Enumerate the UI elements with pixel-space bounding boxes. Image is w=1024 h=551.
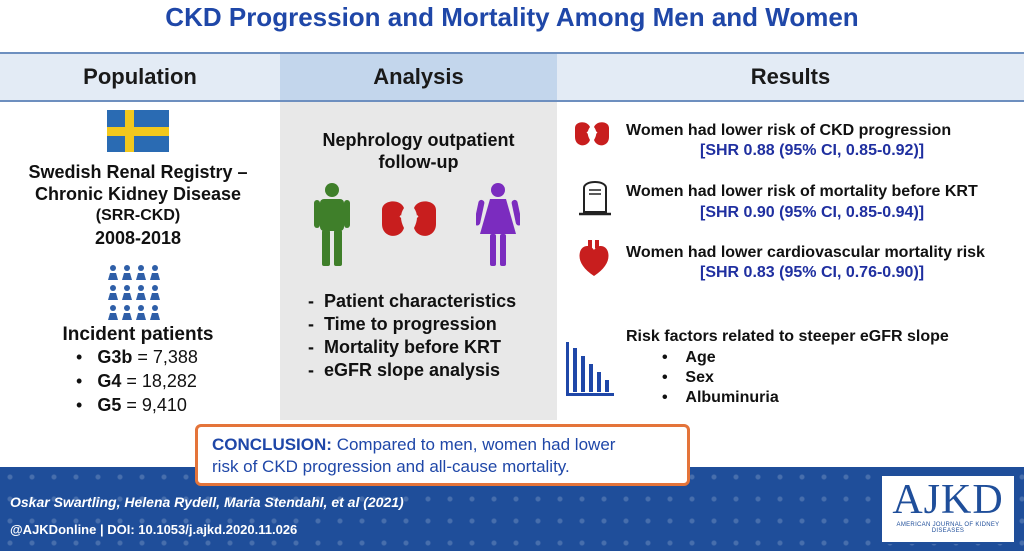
stage-name: G4	[97, 371, 122, 391]
ajkd-logo: AJKD AMERICAN JOURNAL OF KIDNEY DISEASES	[880, 474, 1016, 544]
result-3-text: Women had lower cardiovascular mortality…	[626, 244, 985, 261]
result-1-text: Women had lower risk of CKD progression	[626, 122, 952, 139]
stage-row-g5: • G5 = 9,410	[76, 395, 187, 415]
authors-citation: Oskar Swartling, Helena Rydell, Maria St…	[10, 494, 404, 510]
analysis-list: - Patient characteristics - Time to prog…	[308, 290, 516, 382]
analysis-item-text: eGFR slope analysis	[324, 360, 501, 380]
stage-count: = 9,410	[126, 395, 187, 415]
analysis-item-text: Mortality before KRT	[324, 337, 502, 357]
kidneys-icon	[575, 122, 609, 151]
conclusion-text-line2: risk of CKD progression and all-cause mo…	[212, 457, 570, 476]
results-header: Results	[750, 64, 831, 89]
stage-count: = 7,388	[137, 347, 198, 367]
analysis-item: - Patient characteristics	[308, 291, 517, 311]
page-title: CKD Progression and Mortality Among Men …	[165, 2, 859, 32]
female-figure-icon	[476, 183, 520, 266]
population-header: Population	[83, 64, 197, 89]
tombstone-icon	[579, 181, 611, 216]
risk-factor-item: • Age	[662, 349, 716, 366]
result-1-ci: [SHR 0.88 (95% CI, 0.85-0.92)]	[700, 142, 925, 159]
analysis-item-text: Time to progression	[324, 314, 497, 334]
risk-factor-list: • Age • Sex • Albuminuria	[662, 348, 779, 408]
analysis-header: Analysis	[373, 64, 464, 89]
registry-abbrev: (SRR-CKD)	[95, 207, 181, 224]
heart-icon	[579, 240, 609, 276]
stage-name: G3b	[97, 347, 133, 367]
analysis-item: - Mortality before KRT	[308, 337, 502, 357]
stage-row-g4: • G4 = 18,282	[76, 371, 197, 391]
stage-row-g3b: • G3b = 7,388	[76, 347, 198, 367]
analysis-heading-line2: follow-up	[378, 152, 459, 172]
registry-years: 2008-2018	[94, 228, 182, 248]
stage-count: = 18,282	[126, 371, 197, 391]
analysis-item-text: Patient characteristics	[324, 291, 517, 311]
kidneys-icon	[382, 201, 436, 246]
analysis-item: - Time to progression	[308, 314, 497, 334]
registry-name-line1: Swedish Renal Registry –	[28, 162, 248, 182]
analysis-heading-line1: Nephrology outpatient	[322, 130, 515, 150]
conclusion-label: CONCLUSION:	[212, 435, 332, 454]
risk-heading: Risk factors related to steeper eGFR slo…	[626, 328, 949, 345]
conclusion-box: CONCLUSION: Compared to men, women had l…	[195, 424, 690, 486]
analysis-item: - eGFR slope analysis	[308, 360, 501, 380]
risk-factor-text: Sex	[685, 369, 714, 386]
incident-patients-label: Incident patients	[62, 324, 214, 345]
bar-chart-icon	[566, 342, 614, 396]
male-figure-icon	[314, 183, 350, 266]
result-3-ci: [SHR 0.83 (95% CI, 0.76-0.90)]	[700, 264, 925, 281]
risk-factor-item: • Sex	[662, 369, 714, 386]
swedish-flag-icon	[107, 110, 169, 152]
risk-factor-text: Albuminuria	[685, 389, 779, 406]
risk-factor-item: • Albuminuria	[662, 389, 779, 406]
analysis-header-bg	[280, 54, 557, 100]
conclusion-text-line1: Compared to men, women had lower	[336, 435, 616, 454]
result-2-text: Women had lower risk of mortality before…	[626, 183, 978, 200]
patients-group-icon	[108, 265, 160, 320]
stage-name: G5	[97, 395, 122, 415]
logo-subtitle: AMERICAN JOURNAL OF KIDNEY DISEASES	[896, 522, 1000, 534]
risk-factor-text: Age	[685, 349, 716, 366]
registry-name-line2: Chronic Kidney Disease	[34, 184, 242, 204]
doi-line: @AJKDonline | DOI: 10.1053/j.ajkd.2020.1…	[10, 522, 298, 537]
logo-text: AJKD	[892, 477, 1004, 523]
result-2-ci: [SHR 0.90 (95% CI, 0.85-0.94)]	[700, 204, 925, 221]
